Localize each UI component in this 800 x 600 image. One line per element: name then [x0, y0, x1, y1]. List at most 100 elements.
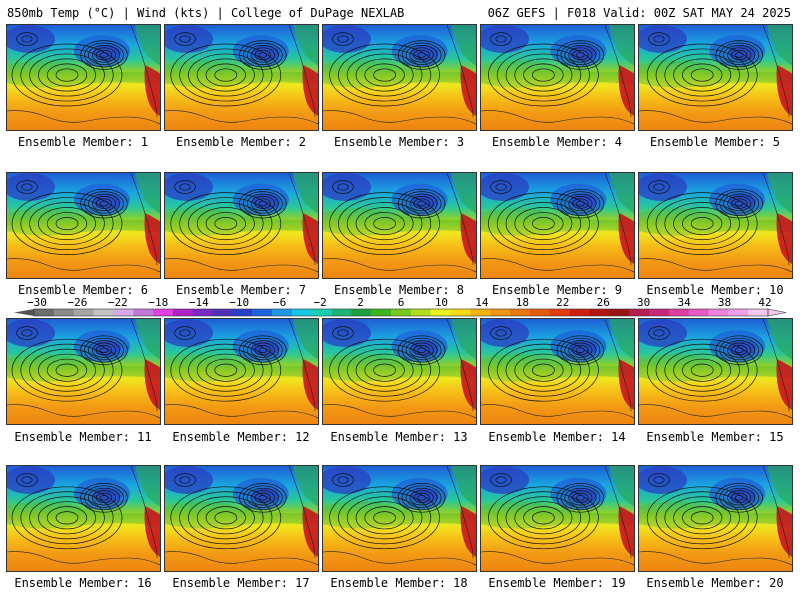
colorbar-tick-label: 42 — [758, 296, 772, 309]
ensemble-member-label: Ensemble Member: 4 — [491, 135, 623, 149]
colorbar-swatch — [73, 309, 94, 316]
colorbar-tick-label: −22 — [107, 296, 128, 309]
colorbar-swatch — [490, 309, 511, 316]
temperature-field-map — [323, 319, 476, 424]
colorbar-swatch — [153, 309, 174, 316]
colorbar-swatch — [311, 309, 332, 316]
temperature-field-map — [639, 319, 792, 424]
colorbar-swatch — [232, 309, 253, 316]
temperature-field-map — [7, 466, 160, 571]
ensemble-member-label: Ensemble Member: 3 — [333, 135, 465, 149]
ensemble-member-map — [322, 24, 477, 131]
colorbar-swatch — [34, 309, 55, 316]
colorbar-swatch — [510, 309, 531, 316]
colorbar-swatch — [192, 309, 213, 316]
colorbar-tick-label: −18 — [148, 296, 169, 309]
ensemble-member-map — [164, 24, 319, 131]
colorbar-swatch — [589, 309, 610, 316]
colorbar-left-arrow — [14, 309, 34, 316]
colorbar-swatch — [212, 309, 233, 316]
colorbar-tick-label: 38 — [717, 296, 732, 309]
colorbar-tick-label: 30 — [637, 296, 651, 309]
colorbar-swatch — [728, 309, 749, 316]
temperature-field-map — [481, 25, 634, 130]
colorbar-swatch — [450, 309, 471, 316]
ensemble-member-label: Ensemble Member: 11 — [14, 430, 152, 444]
ensemble-member-map — [638, 465, 793, 572]
ensemble-member-label: Ensemble Member: 6 — [17, 283, 149, 297]
ensemble-member-map — [480, 172, 635, 279]
ensemble-member-label: Ensemble Member: 17 — [172, 576, 310, 590]
colorbar-swatch — [351, 309, 372, 316]
colorbar-swatch — [371, 309, 392, 316]
colorbar-tick-label: 18 — [515, 296, 529, 309]
colorbar-tick-label: 2 — [357, 296, 364, 309]
colorbar-swatch — [668, 309, 689, 316]
temperature-field-map — [165, 25, 318, 130]
colorbar-tick-label: 10 — [434, 296, 449, 309]
ensemble-member-map — [480, 465, 635, 572]
ensemble-member-label: Ensemble Member: 2 — [175, 135, 307, 149]
colorbar-swatch — [748, 309, 769, 316]
colorbar-swatch — [609, 309, 630, 316]
ensemble-member-map — [638, 172, 793, 279]
ensemble-member-map — [164, 318, 319, 425]
temperature-colorbar — [14, 308, 787, 317]
colorbar-swatch — [53, 309, 74, 316]
colorbar-tick-label: −30 — [27, 296, 47, 309]
colorbar-swatch — [688, 309, 709, 316]
ensemble-member-map — [322, 318, 477, 425]
model-run-info: 06Z GEFS | F018 Valid: 00Z SAT MAY 24 20… — [487, 6, 791, 20]
temperature-field-map — [7, 173, 160, 278]
colorbar-swatch — [470, 309, 491, 316]
colorbar-tick-label: 22 — [556, 296, 570, 309]
colorbar-swatch — [133, 309, 154, 316]
temperature-field-map — [481, 319, 634, 424]
colorbar-swatch — [708, 309, 729, 316]
colorbar-swatch — [430, 309, 451, 316]
colorbar-swatch — [272, 309, 293, 316]
colorbar-swatch — [291, 309, 313, 316]
temperature-field-map — [481, 173, 634, 278]
ensemble-member-label: Ensemble Member: 1 — [17, 135, 149, 149]
ensemble-member-label: Ensemble Member: 10 — [646, 283, 784, 297]
ensemble-member-label: Ensemble Member: 13 — [330, 430, 468, 444]
ensemble-member-map — [480, 24, 635, 131]
temperature-field-map — [165, 173, 318, 278]
colorbar-swatch — [410, 309, 432, 316]
temperature-field-map — [323, 173, 476, 278]
ensemble-member-label: Ensemble Member: 20 — [646, 576, 784, 590]
colorbar-tick-label: −6 — [273, 296, 287, 309]
temperature-field-map — [165, 319, 318, 424]
colorbar-swatch — [529, 309, 551, 316]
colorbar-swatch — [113, 309, 134, 316]
colorbar-swatch — [629, 309, 650, 316]
colorbar-tick-label: −14 — [188, 296, 209, 309]
colorbar-swatch — [549, 309, 570, 316]
ensemble-member-label: Ensemble Member: 12 — [172, 430, 310, 444]
temperature-field-map — [7, 319, 160, 424]
ensemble-member-label: Ensemble Member: 8 — [333, 283, 465, 297]
ensemble-member-map — [164, 465, 319, 572]
temperature-field-map — [639, 25, 792, 130]
colorbar-swatch — [648, 309, 670, 316]
ensemble-member-map — [164, 172, 319, 279]
temperature-field-map — [165, 466, 318, 571]
ensemble-member-label: Ensemble Member: 5 — [649, 135, 781, 149]
colorbar-right-arrow — [767, 308, 787, 317]
colorbar-tick-label: 14 — [475, 296, 489, 309]
colorbar-swatch — [391, 309, 412, 316]
ensemble-member-map — [638, 318, 793, 425]
ensemble-member-label: Ensemble Member: 19 — [488, 576, 626, 590]
colorbar-tick-label: 34 — [677, 296, 691, 309]
ensemble-member-label: Ensemble Member: 18 — [330, 576, 468, 590]
colorbar-swatch — [93, 309, 114, 316]
ensemble-member-map — [6, 465, 161, 572]
temperature-field-map — [639, 466, 792, 571]
temperature-field-map — [323, 25, 476, 130]
colorbar-swatch — [252, 309, 273, 316]
ensemble-member-label: Ensemble Member: 14 — [488, 430, 626, 444]
temperature-field-map — [481, 466, 634, 571]
temperature-field-map — [639, 173, 792, 278]
